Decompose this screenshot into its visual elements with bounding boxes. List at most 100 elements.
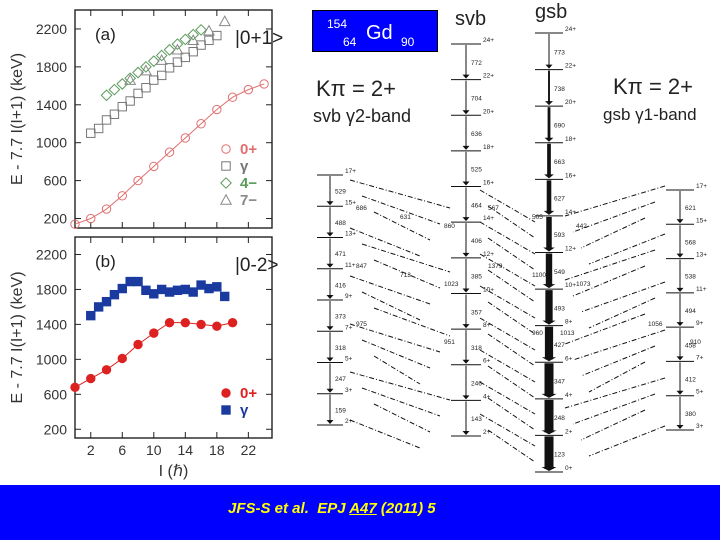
transition-energy: 772 [471, 60, 482, 67]
arrow-head [326, 388, 334, 393]
arrow-head [676, 287, 684, 292]
interband-line [479, 253, 536, 287]
data-point [149, 289, 159, 299]
transition-energy: 663 [554, 159, 565, 166]
data-point [227, 92, 238, 102]
panel-a: 200 600 1000 1400 1800 2200 E - 7.7 I(I+1) (ke… [9, 9, 283, 229]
y-axis-label: E - 7.7 I(I+1) (keV) [9, 53, 26, 185]
interband-line [479, 349, 536, 383]
y-tick-label: 1800 [36, 281, 67, 297]
transition-energy: 627 [554, 196, 565, 203]
spin-label: 22+ [483, 73, 494, 80]
transition-energy: 538 [685, 274, 696, 281]
transition-energy: 493 [554, 305, 565, 312]
data-point [125, 276, 135, 287]
spin-label: 20+ [483, 108, 494, 115]
spin-label: 13+ [345, 231, 356, 238]
transition-energy: 773 [554, 49, 565, 56]
interband-line [580, 217, 646, 249]
atomic-number: 64 [343, 35, 357, 49]
arrow-head [544, 174, 554, 179]
y-tick-label: 600 [44, 173, 68, 189]
arrow-head [462, 145, 470, 150]
transition-energy: 621 [685, 205, 696, 212]
spin-label: 7+ [345, 324, 353, 331]
arrow-head [326, 201, 334, 206]
data-point [149, 161, 159, 172]
interband-energy: 975 [356, 321, 367, 328]
data-point [93, 123, 104, 134]
data-point [133, 339, 143, 350]
panel-label: (b) [95, 252, 116, 271]
transition-energy: 427 [554, 342, 565, 349]
data-point [155, 49, 168, 62]
arrow-head [543, 247, 555, 252]
spin-label: 8+ [565, 319, 573, 326]
spin-label: 4+ [483, 393, 491, 400]
series-3: 4− [100, 23, 257, 192]
arrow-head [326, 420, 334, 424]
data-point [212, 104, 222, 115]
transition-energy: 318 [335, 345, 346, 352]
arrow-head [326, 357, 334, 362]
series-2: γ [86, 30, 249, 175]
y-tick-label: 2200 [36, 21, 67, 37]
spin-label: 12+ [483, 251, 494, 258]
interband-energy: 505 [532, 214, 543, 221]
interband-energy: 713 [400, 272, 411, 279]
arrow-head [462, 288, 470, 293]
spin-label: 6+ [565, 355, 573, 362]
interband-line [349, 371, 451, 401]
transition-energy: 549 [554, 269, 565, 276]
interband-line [580, 281, 666, 313]
transition-energy: 488 [335, 220, 346, 227]
interband-energy: 1023 [444, 281, 459, 288]
citation: JFS-S et al. EPJ A47 (2011) 5 [228, 500, 436, 517]
interband-energy: 442 [576, 223, 587, 230]
data-point [196, 119, 206, 129]
interband-line [487, 333, 536, 367]
data-point [212, 30, 222, 41]
transition-energy: 593 [554, 232, 565, 239]
panel-label: (a) [95, 25, 116, 44]
data-point [187, 34, 200, 46]
interband-line [479, 189, 536, 223]
interband-line [373, 355, 421, 385]
plot-frame [74, 236, 273, 439]
gsb-k-label: Kπ = 2+ [613, 74, 693, 99]
x-tick-label: 10 [146, 442, 162, 458]
interband-energy: 910 [690, 339, 701, 346]
interband-line [572, 265, 646, 297]
arrow-head [326, 295, 334, 299]
data-point [188, 287, 198, 297]
transition-energy: 738 [554, 86, 565, 93]
transition-energy: 525 [471, 167, 482, 174]
interband-line [580, 345, 656, 377]
interband-line [479, 317, 536, 351]
data-point [188, 47, 198, 57]
series-2: γ [86, 276, 249, 419]
data-point [101, 296, 112, 307]
arrow-head [462, 324, 470, 329]
transition-energy: 471 [335, 251, 346, 258]
x-tick-label: 22 [241, 442, 257, 458]
interband-line [349, 419, 421, 449]
spin-label: 9+ [345, 293, 353, 300]
data-point [196, 280, 206, 290]
transition-energy: 143 [471, 416, 482, 423]
y-tick-label: 1800 [36, 59, 67, 75]
interband-line [349, 323, 441, 353]
interband-line [588, 425, 666, 457]
arrow-head [545, 101, 553, 106]
y-tick-label: 2200 [36, 246, 67, 262]
spin-label: 6+ [483, 358, 491, 365]
data-point [125, 96, 135, 106]
gsb-header: gsb [535, 1, 567, 23]
spin-label: 24+ [565, 26, 576, 33]
arrow-head [326, 232, 334, 237]
transition-energy: 690 [554, 122, 565, 129]
data-point [117, 101, 127, 112]
data-point [86, 310, 96, 321]
transition-energy: 247 [335, 376, 346, 383]
